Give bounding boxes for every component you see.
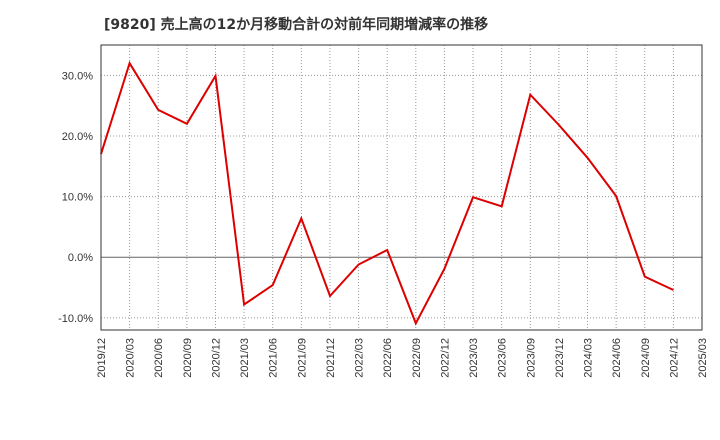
data-point: [501, 205, 503, 207]
y-tick-label: 20.0%: [62, 131, 93, 143]
data-point: [157, 109, 159, 111]
data-point: [472, 196, 474, 198]
x-tick-label: 2024/09: [640, 338, 652, 378]
x-tick-label: 2020/06: [153, 338, 165, 378]
y-tick-label: 10.0%: [62, 192, 93, 204]
x-tick-label: 2022/06: [382, 338, 394, 378]
x-tick-label: 2024/06: [611, 338, 623, 378]
data-point: [415, 322, 417, 324]
x-tick-label: 2022/03: [354, 338, 366, 378]
x-tick-label: 2025/03: [697, 338, 709, 378]
x-tick-label: 2022/12: [439, 338, 451, 378]
x-tick-label: 2021/03: [239, 338, 251, 378]
data-point: [272, 284, 274, 286]
grid-lines: [101, 45, 702, 330]
x-tick-label: 2024/12: [668, 338, 680, 378]
data-point: [672, 289, 674, 291]
x-tick-label: 2021/09: [296, 338, 308, 378]
x-tick-label: 2024/03: [583, 338, 595, 378]
plot-frame: [100, 44, 703, 331]
x-tick-label: 2020/09: [182, 338, 194, 378]
data-point: [186, 123, 188, 125]
data-point: [644, 276, 646, 278]
x-tick-label: 2020/12: [210, 338, 222, 378]
x-tick-label: 2020/03: [125, 338, 137, 378]
x-tick-label: 2021/06: [268, 338, 280, 378]
series-layer: [100, 60, 674, 326]
y-tick-label: -10.0%: [58, 313, 93, 325]
x-axis-tick-labels: 2019/12 2020/03 2020/06 2020/09 2020/12 2021/…: [96, 338, 709, 378]
x-tick-label: 2023/06: [497, 338, 509, 378]
data-point: [300, 217, 302, 219]
data-point: [129, 62, 131, 64]
data-point: [558, 124, 560, 126]
x-tick-label: 2019/12: [96, 338, 108, 378]
y-axis-tick-labels: -10.0% 0.0% 10.0% 20.0% 30.0%: [58, 70, 93, 325]
data-point: [615, 195, 617, 197]
x-tick-label: 2021/12: [325, 338, 337, 378]
x-tick-label: 2023/03: [468, 338, 480, 378]
series-line: [100, 60, 674, 326]
data-point: [329, 295, 331, 297]
data-point: [214, 75, 216, 77]
data-point: [358, 264, 360, 266]
x-tick-label: 2023/09: [525, 338, 537, 378]
x-tick-label: 2022/09: [411, 338, 423, 378]
chart-title: [9820] 売上高の12か月移動合計の対前年同期増減率の推移: [104, 17, 489, 33]
y-tick-label: 30.0%: [62, 70, 93, 82]
data-point: [386, 249, 388, 251]
data-point: [243, 304, 245, 306]
data-point: [443, 268, 445, 270]
x-tick-label: 2023/12: [554, 338, 566, 378]
data-point: [587, 157, 589, 159]
y-tick-label: 0.0%: [68, 252, 93, 264]
data-point: [529, 94, 531, 96]
